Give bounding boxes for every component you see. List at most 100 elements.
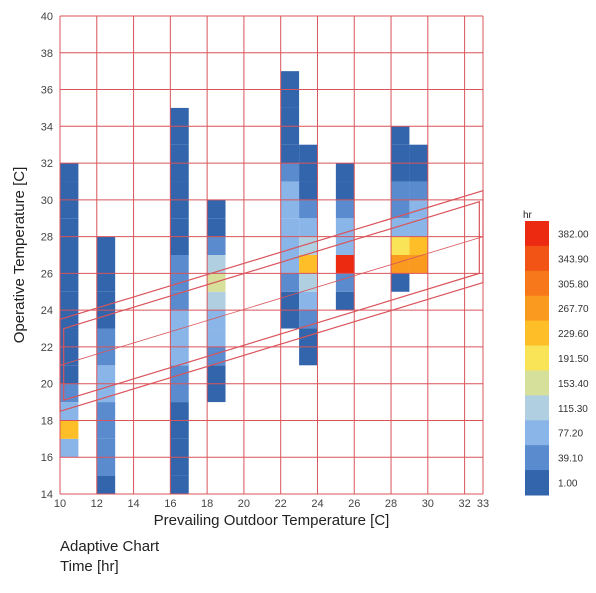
heat-cell — [409, 255, 428, 274]
heat-cell — [391, 236, 410, 255]
heat-cell — [170, 346, 189, 366]
heat-cell — [299, 218, 318, 237]
heat-cell — [335, 236, 355, 255]
x-tick-label: 20 — [238, 498, 250, 510]
heat-cell — [60, 181, 79, 200]
heat-cell — [409, 163, 428, 182]
heat-cell — [207, 291, 226, 311]
y-tick-label: 18 — [41, 415, 53, 427]
x-tick-label: 16 — [164, 498, 176, 510]
heat-cell — [280, 181, 300, 200]
heat-cell — [280, 236, 300, 255]
heat-cell — [280, 107, 300, 127]
heat-cell — [60, 218, 79, 237]
heat-cell — [96, 346, 116, 366]
x-tick-label: 28 — [385, 498, 397, 510]
heat-cell — [96, 236, 116, 255]
y-tick-label: 26 — [41, 268, 53, 280]
chart-caption-unit: Time [hr] — [60, 558, 119, 575]
heat-cell — [60, 163, 79, 182]
colorbar-tick-label: 267.70 — [558, 304, 589, 315]
heat-cell — [60, 402, 79, 421]
colorbar-tick-label: 191.50 — [558, 354, 589, 365]
heat-cell — [170, 457, 189, 476]
heat-cell — [335, 291, 355, 311]
heat-cell — [170, 402, 189, 421]
heat-cell — [170, 144, 189, 164]
comfort-band-outer — [59, 189, 484, 413]
colorbar-swatch — [525, 221, 549, 247]
heat-cell — [207, 346, 226, 366]
heat-cell — [335, 255, 355, 274]
heat-cell — [96, 457, 116, 476]
heat-cell — [299, 328, 318, 347]
colorbar-swatch — [525, 470, 549, 496]
y-tick-label: 20 — [41, 379, 53, 391]
heat-cell — [60, 199, 79, 219]
heat-cell — [391, 255, 410, 274]
heat-cell — [409, 199, 428, 219]
heat-cell — [391, 126, 410, 145]
heat-cell — [170, 236, 189, 255]
heat-cell — [96, 420, 116, 439]
x-tick-label: 14 — [127, 498, 139, 510]
heat-cell — [170, 383, 189, 403]
heat-cell — [299, 144, 318, 164]
heat-cell — [170, 438, 189, 458]
heat-cell — [96, 475, 116, 494]
colorbar-swatch — [525, 320, 549, 347]
colorbar-swatch — [525, 245, 549, 272]
x-tick-label: 26 — [348, 498, 360, 510]
heat-cell — [299, 199, 318, 219]
chart-caption-title: Adaptive Chart — [60, 538, 160, 555]
colorbar-swatch — [525, 295, 549, 322]
heat-cell — [170, 475, 189, 494]
colorbar-tick-label: 77.20 — [558, 429, 583, 440]
heat-cell — [96, 438, 116, 458]
heat-cell — [170, 255, 189, 274]
heat-cell — [280, 163, 300, 182]
y-tick-label: 38 — [41, 48, 53, 60]
y-tick-label: 14 — [41, 489, 53, 501]
colorbar-swatch — [525, 370, 549, 396]
heat-cell — [335, 199, 355, 219]
y-axis-label: Operative Temperature [C] — [11, 167, 28, 343]
colorbar-tick-label: 115.30 — [558, 404, 588, 415]
heat-cell — [391, 273, 410, 292]
colorbar-swatch — [525, 420, 549, 446]
x-tick-label: 12 — [91, 498, 103, 510]
colorbar-unit-label: hr — [523, 210, 532, 221]
heat-cell — [170, 163, 189, 182]
heat-cell — [60, 310, 79, 329]
heat-cell — [391, 199, 410, 219]
heat-cell — [96, 402, 116, 421]
heat-cell — [96, 273, 116, 292]
heat-cell — [280, 89, 300, 108]
colorbar-tick-label: 1.00 — [558, 479, 578, 490]
heat-cell — [280, 255, 300, 274]
heat-cell — [299, 255, 318, 274]
y-tick-label: 34 — [41, 121, 53, 133]
heat-cell — [409, 218, 428, 237]
heat-cell — [96, 255, 116, 274]
heat-cell — [280, 71, 300, 90]
y-tick-label: 22 — [41, 342, 53, 354]
heat-cell — [299, 273, 318, 292]
heat-cell — [299, 291, 318, 311]
colorbar-swatch — [525, 395, 549, 421]
heat-cell — [299, 346, 318, 366]
colorbar-swatch — [525, 345, 549, 371]
colorbar-tick-label: 39.10 — [558, 454, 583, 465]
heat-cell — [170, 181, 189, 200]
x-tick-label: 10 — [54, 498, 66, 510]
heat-cell — [280, 218, 300, 237]
heat-cell — [60, 255, 79, 274]
heat-cell — [207, 328, 226, 347]
heat-cell — [60, 273, 79, 292]
heat-cell — [391, 163, 410, 182]
heat-cell — [170, 420, 189, 439]
heat-cell — [207, 365, 226, 384]
heat-cell — [207, 383, 226, 403]
